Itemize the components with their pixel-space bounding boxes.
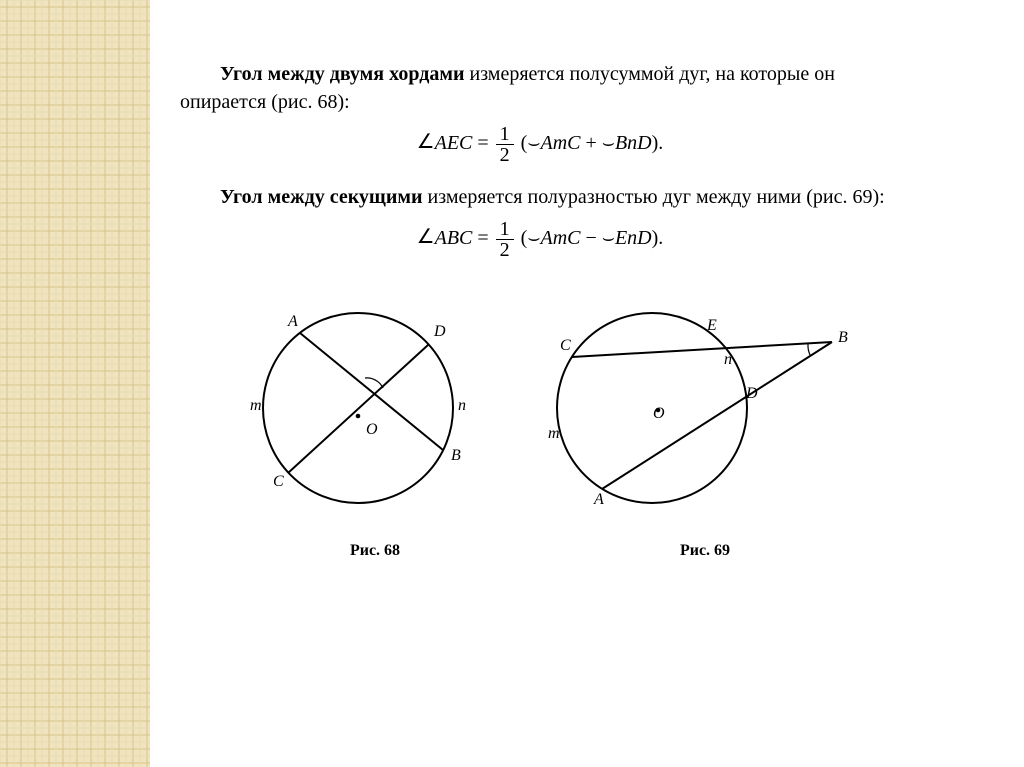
- svg-text:n: n: [724, 351, 732, 368]
- f2-close: ).: [652, 227, 664, 249]
- f1-den: 2: [496, 145, 514, 165]
- arc-symbol: ⌣: [527, 132, 540, 154]
- svg-text:C: C: [560, 337, 571, 354]
- svg-text:D: D: [745, 385, 758, 402]
- caption-row: Рис. 68 Рис. 69: [210, 542, 870, 560]
- svg-text:O: O: [366, 421, 378, 438]
- angle-symbol: ∠: [417, 224, 435, 249]
- f1-num: 1: [496, 124, 514, 145]
- formula-secants: ∠ABC = 12 (⌣AmC − ⌣EnD).: [180, 219, 900, 260]
- figures-row: ADmnBCO CEBnDOmA Рис. 68 Рис. 69: [180, 278, 900, 560]
- svg-text:m: m: [548, 425, 560, 442]
- svg-text:D: D: [433, 323, 446, 340]
- f2-lhs: ABC: [435, 227, 473, 249]
- f2-t1: AmC: [541, 227, 581, 249]
- f1-close: ).: [652, 132, 664, 154]
- f2-op: −: [581, 227, 602, 249]
- svg-text:O: O: [653, 405, 665, 422]
- f2-den: 2: [496, 240, 514, 260]
- term-secant-angle: Угол между секущими: [220, 186, 423, 208]
- svg-text:B: B: [451, 447, 461, 464]
- f1-frac: 12: [496, 124, 514, 165]
- caption-fig-69: Рис. 69: [680, 542, 730, 560]
- f2-eq: =: [472, 227, 493, 249]
- svg-text:C: C: [273, 473, 284, 490]
- caption-fig-68: Рис. 68: [350, 542, 400, 560]
- f2-open: (: [516, 227, 528, 249]
- f1-open: (: [516, 132, 528, 154]
- f2-t2: EnD: [615, 227, 652, 249]
- arc-symbol: ⌣: [602, 132, 615, 154]
- f1-lhs: AEC: [435, 132, 473, 154]
- paragraph-secants: Угол между секущими измеряется полуразно…: [180, 183, 900, 211]
- paragraph-chords: Угол между двумя хордами измеряется полу…: [180, 60, 900, 116]
- figure-68: A Dm n B C O: [208, 278, 508, 538]
- f1-t2: BnD: [615, 132, 652, 154]
- f1-eq: =: [472, 132, 493, 154]
- svg-text:B: B: [838, 329, 848, 346]
- angle-symbol: ∠: [417, 129, 435, 154]
- arc-symbol: ⌣: [527, 227, 540, 249]
- term-chord-angle: Угол между двумя хордами: [220, 63, 464, 85]
- sidebar-texture: [0, 0, 150, 767]
- svg-text:m: m: [250, 397, 262, 414]
- main-content: Угол между двумя хордами измеряется полу…: [180, 60, 900, 560]
- svg-text:E: E: [706, 317, 717, 334]
- f2-num: 1: [496, 219, 514, 240]
- svg-text:A: A: [593, 491, 604, 508]
- f1-op: +: [581, 132, 602, 154]
- svg-text:A: A: [287, 313, 298, 330]
- figure-69: C E BnD Om A: [512, 278, 872, 538]
- f1-t1: AmC: [541, 132, 581, 154]
- f2-frac: 12: [496, 219, 514, 260]
- paragraph-secants-rest: измеряется полуразностью дуг между ними …: [423, 186, 885, 208]
- arc-symbol: ⌣: [602, 227, 615, 249]
- formula-chords: ∠AEC = 12 (⌣AmC + ⌣BnD).: [180, 124, 900, 165]
- svg-text:n: n: [458, 397, 466, 414]
